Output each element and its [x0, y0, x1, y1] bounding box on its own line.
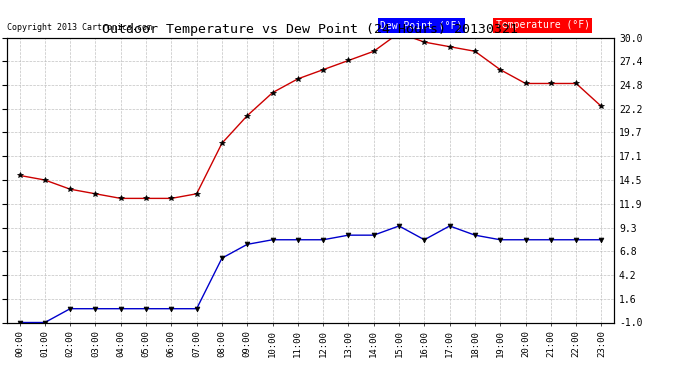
Title: Outdoor Temperature vs Dew Point (24 Hours) 20130321: Outdoor Temperature vs Dew Point (24 Hou…	[103, 23, 518, 36]
Text: Dew Point (°F): Dew Point (°F)	[380, 20, 462, 30]
Text: Temperature (°F): Temperature (°F)	[495, 20, 590, 30]
Text: Copyright 2013 Cartronics.com: Copyright 2013 Cartronics.com	[7, 23, 152, 32]
